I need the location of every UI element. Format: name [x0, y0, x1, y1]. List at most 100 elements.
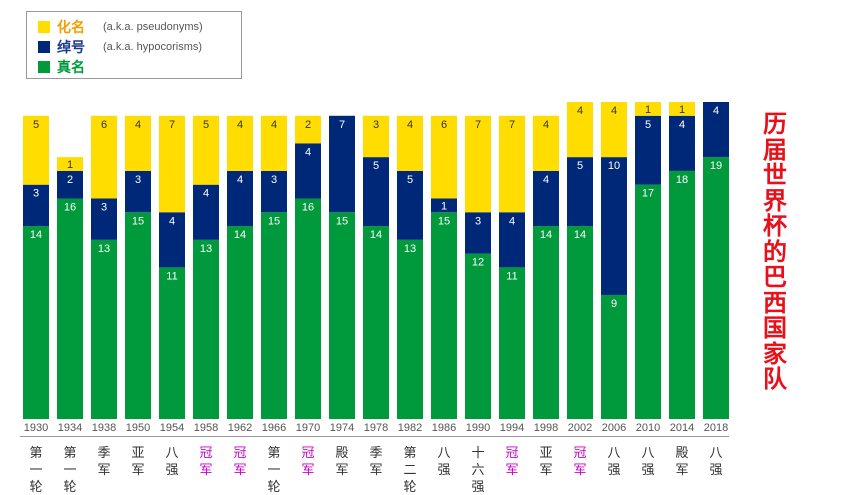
bar-segment-hypocorism-1962 [227, 170, 253, 227]
bar-label-realname-1982: 13 [404, 243, 416, 255]
bar-segment-realname-1950 [125, 212, 151, 419]
bar-segment-hypocorism-2010 [635, 115, 661, 185]
legend-swatch-realname [38, 61, 50, 73]
bar-label-hypocorism-1990: 3 [475, 215, 481, 227]
bar-label-pseudonym-1970: 2 [305, 119, 311, 131]
bar-label-realname-1994: 11 [506, 270, 517, 282]
x-tick-label-1958: 1958 [194, 422, 218, 434]
bar-segment-realname-1974 [329, 212, 355, 419]
bar-label-realname-1950: 15 [132, 215, 144, 227]
bar-segment-pseudonym-1970 [295, 115, 321, 144]
bar-segment-realname-2010 [635, 184, 661, 419]
bar-label-pseudonym-1958: 5 [203, 119, 209, 131]
bar-label-pseudonym-1990: 7 [475, 119, 481, 131]
result-label-1970: 冠军 [301, 446, 314, 478]
bar-label-pseudonym-1978: 3 [373, 119, 379, 131]
bar-segment-realname-1966 [261, 212, 287, 419]
bar-label-realname-1998: 14 [540, 229, 552, 241]
bar-label-pseudonym-1934: 1 [67, 159, 73, 171]
legend: 化名 (a.k.a. pseudonyms) 绰号 (a.k.a. hypoco… [26, 11, 242, 79]
legend-item-realname: 真名 [38, 58, 103, 76]
bar-segment-realname-1998 [533, 226, 559, 419]
bar-segment-pseudonym-1958 [193, 115, 219, 185]
bar-label-hypocorism-1930: 3 [33, 188, 39, 200]
bar-segment-pseudonym-1954 [159, 115, 185, 213]
legend-label-realname: 真名 [57, 60, 85, 76]
bar-label-pseudonym-1962: 4 [237, 119, 243, 131]
x-tick-label-1938: 1938 [92, 422, 116, 434]
bar-segment-hypocorism-1994 [499, 212, 525, 268]
bar-label-pseudonym-1966: 4 [271, 119, 277, 131]
bar-label-pseudonym-1982: 4 [407, 119, 413, 131]
result-label-1986: 八强 [437, 446, 450, 478]
bar-segment-realname-1990 [465, 253, 491, 419]
bar-label-hypocorism-2006: 10 [608, 160, 620, 172]
x-tick-label-1950: 1950 [126, 422, 150, 434]
bar-label-realname-1962: 14 [234, 229, 246, 241]
bar-segment-pseudonym-2006 [601, 102, 627, 158]
bar-segment-pseudonym-2010 [635, 102, 661, 116]
legend-note-pseudonym: (a.k.a. pseudonyms) [103, 21, 203, 33]
bar-label-hypocorism-1986: 1 [441, 200, 447, 212]
bar-label-realname-1986: 15 [438, 215, 450, 227]
bar-segment-pseudonym-1994 [499, 115, 525, 213]
result-label-2010: 八强 [641, 446, 654, 478]
bar-label-hypocorism-1934: 2 [67, 174, 73, 186]
bar-segment-realname-1934 [57, 198, 83, 419]
x-tick-label-2010: 2010 [636, 422, 660, 434]
x-tick-label-2018: 2018 [704, 422, 728, 434]
bar-label-hypocorism-2010: 5 [645, 119, 651, 131]
bar-segment-hypocorism-1970 [295, 143, 321, 199]
bar-label-realname-1978: 14 [370, 229, 382, 241]
bar-segment-pseudonym-1930 [23, 115, 49, 185]
bar-segment-realname-2006 [601, 294, 627, 419]
x-tick-label-1978: 1978 [364, 422, 388, 434]
x-tick-label-1982: 1982 [398, 422, 422, 434]
legend-swatch-pseudonym [38, 21, 50, 33]
bar-label-hypocorism-1950: 3 [135, 174, 141, 186]
legend-note-hypocorism: (a.k.a. hypocorisms) [103, 41, 203, 53]
bar-label-realname-1934: 16 [64, 201, 76, 213]
bar-label-realname-1990: 12 [472, 257, 484, 269]
x-tick-label-1994: 1994 [500, 422, 524, 434]
bar-segment-hypocorism-1990 [465, 212, 491, 254]
x-tick-label-1966: 1966 [262, 422, 286, 434]
result-label-1978: 季军 [369, 446, 382, 478]
bar-segment-realname-2018 [703, 157, 729, 419]
x-tick-label-1954: 1954 [160, 422, 184, 434]
bar-label-hypocorism-1962: 4 [237, 174, 243, 186]
result-label-2006: 八强 [607, 446, 620, 478]
legend-swatch-hypocorism [38, 41, 50, 53]
x-tick-label-2002: 2002 [568, 422, 592, 434]
bar-label-realname-2018: 19 [710, 160, 722, 172]
bar-segment-realname-1982 [397, 239, 423, 419]
bar-segment-realname-2002 [567, 226, 593, 419]
bar-label-realname-1930: 14 [30, 229, 42, 241]
x-tick-label-2006: 2006 [602, 422, 626, 434]
bar-segment-hypocorism-1966 [261, 170, 287, 213]
bar-label-pseudonym-1994: 7 [509, 119, 515, 131]
bar-label-realname-1938: 13 [98, 243, 110, 255]
bar-segment-pseudonym-1934 [57, 157, 83, 171]
bar-label-realname-1974: 15 [336, 215, 348, 227]
x-tick-label-1974: 1974 [330, 422, 354, 434]
bar-segment-hypocorism-1958 [193, 184, 219, 240]
bar-label-realname-2010: 17 [642, 188, 654, 200]
bar-label-hypocorism-2018: 4 [713, 105, 719, 117]
bar-segment-pseudonym-1990 [465, 115, 491, 213]
bar-segment-realname-1954 [159, 267, 185, 419]
bar-label-hypocorism-1998: 4 [543, 174, 549, 186]
result-label-1954: 八强 [165, 446, 178, 478]
result-label-1994: 冠军 [505, 446, 518, 478]
bar-label-realname-1954: 11 [166, 270, 177, 282]
x-tick-label-1934: 1934 [58, 422, 82, 434]
bar-segment-hypocorism-2002 [567, 157, 593, 227]
bar-label-pseudonym-1930: 5 [33, 119, 39, 131]
legend-item-hypocorism: 绰号 (a.k.a. hypocorisms) [38, 38, 202, 56]
result-label-1974: 殿军 [335, 446, 348, 478]
result-label-1930: 第一轮 [29, 446, 42, 495]
bar-label-hypocorism-1974: 7 [339, 119, 345, 131]
bar-label-realname-2006: 9 [611, 298, 617, 310]
result-label-1934: 第一轮 [63, 446, 76, 495]
bar-label-realname-2002: 14 [574, 229, 586, 241]
